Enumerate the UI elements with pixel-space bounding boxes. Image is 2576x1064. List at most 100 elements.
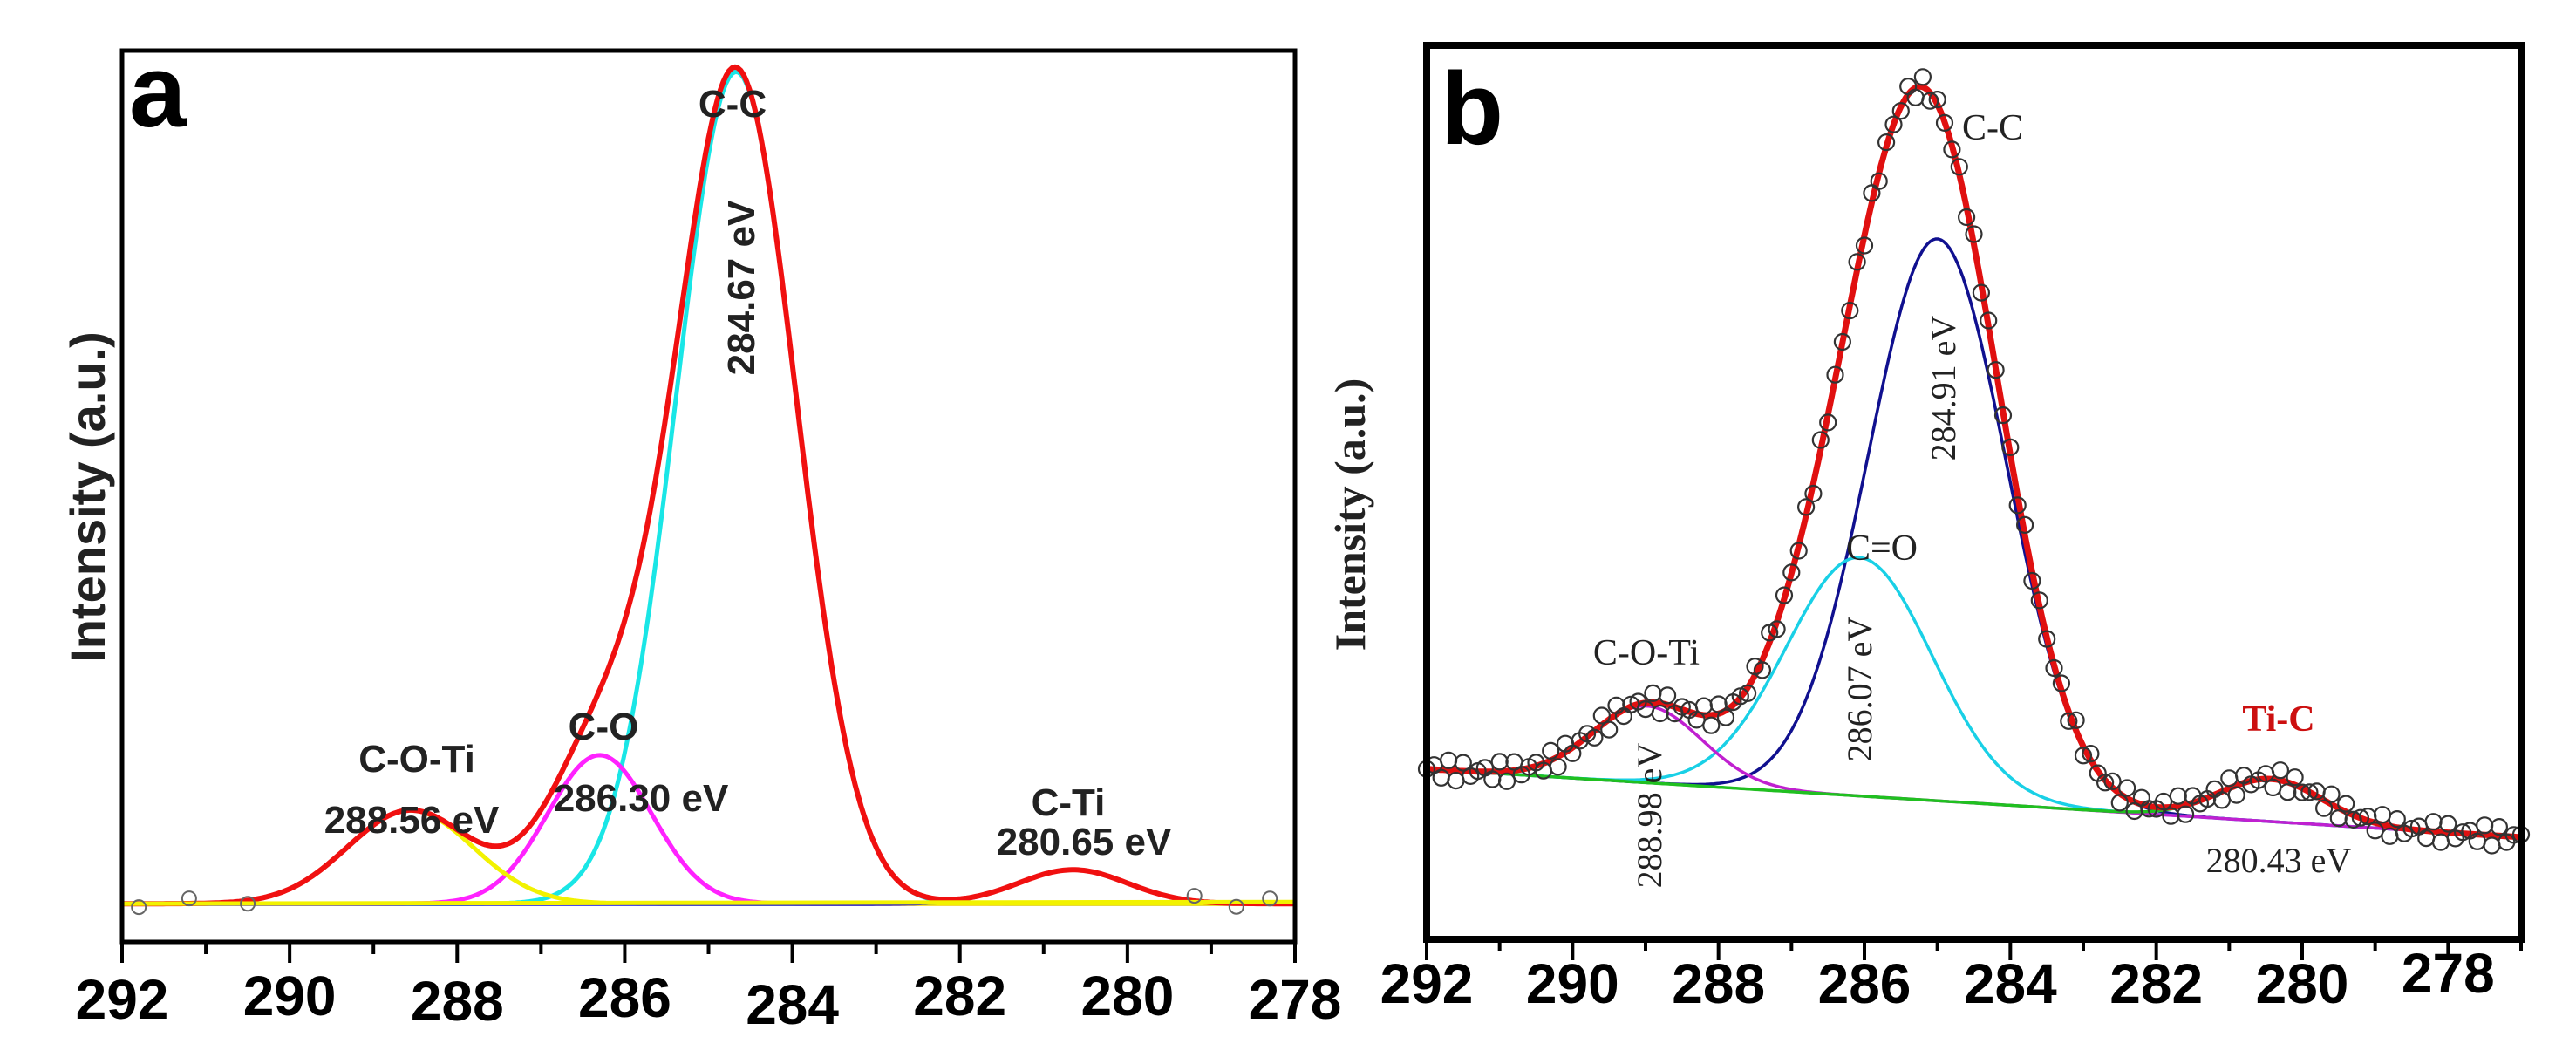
b-data-point [2008, 496, 2027, 515]
b-data-point [2279, 783, 2297, 801]
peak-energy-c-o-ti: 288.56 eV [324, 799, 500, 842]
b-data-point [1811, 431, 1830, 449]
a-data-point [181, 890, 197, 907]
b-data-point [2300, 783, 2319, 801]
panel-a-y-axis-label: Intensity (a.u.) [60, 331, 115, 663]
b-data-point [1768, 620, 1786, 638]
b-data-point [1600, 720, 1619, 739]
b-data-point [2038, 630, 2056, 648]
b-tick-label: 288 [1672, 952, 1765, 1015]
peak-energy-b-c-o-ti: 288.98 eV [1630, 743, 1669, 889]
b-data-point [1775, 586, 1794, 604]
panel-b-raw-data-markers [1417, 68, 2531, 855]
a-tick-label: 284 [746, 973, 839, 1036]
b-data-point [2388, 809, 2406, 829]
b-curve-c-c [1426, 237, 2522, 839]
b-data-point [2424, 813, 2443, 831]
peak-energy-c-c: 284.67 eV [720, 200, 763, 375]
b-data-point [2082, 744, 2100, 763]
b-tick-label: 280 [2256, 952, 2349, 1015]
b-data-point [2490, 817, 2508, 836]
b-data-point [2271, 761, 2289, 780]
panel-b-plot-frame [1423, 42, 2525, 943]
a-tick-label: 288 [411, 970, 504, 1033]
panel-b-label: b [1441, 51, 1503, 167]
b-data-point [2140, 800, 2158, 818]
b-data-point [2045, 658, 2063, 678]
b-data-point [1841, 302, 1859, 320]
b-data-point [1913, 68, 1932, 86]
b-data-point [2431, 833, 2450, 851]
panel-b-x-tick-labels: 292 290 288 286 284 282 280 278 [1380, 942, 2495, 1015]
a-tick-label: 292 [76, 968, 169, 1031]
b-tick-label: 282 [2109, 952, 2203, 1015]
b-data-point [2293, 783, 2312, 801]
b-data-point [2439, 815, 2457, 833]
b-data-point [2177, 805, 2195, 823]
b-data-point [1884, 115, 1903, 133]
b-data-point [2373, 806, 2392, 824]
b-data-point [1585, 728, 1604, 747]
a-data-point [1262, 890, 1278, 907]
peak-energy-c-o: 286.30 eV [554, 777, 729, 820]
b-data-point [1592, 706, 1611, 725]
b-data-point [2402, 819, 2421, 838]
b-data-point [2169, 787, 2187, 805]
a-data-point [240, 896, 256, 912]
b-tick-label: 278 [2402, 942, 2495, 1005]
b-data-point [1943, 140, 1961, 159]
b-data-point [2060, 712, 2078, 730]
b-curve-fit [1426, 83, 2522, 841]
b-data-point [2001, 438, 2020, 457]
a-tick-label: 290 [243, 965, 337, 1027]
b-data-point [1694, 697, 1714, 715]
b-data-point [1716, 708, 1735, 726]
b-tick-label: 284 [1964, 952, 2057, 1015]
b-data-point [1447, 771, 1465, 790]
peak-label-b-ti-c: Ti-C [2242, 699, 2314, 740]
b-data-point [2329, 808, 2348, 828]
panel-b-curves [1426, 83, 2522, 841]
b-data-point [2074, 747, 2093, 765]
b-data-point [1855, 236, 1874, 255]
b-data-point [1738, 684, 1757, 703]
panel-a-x-ticks [120, 942, 1297, 963]
peak-energy-b-c-eq-o: 286.07 eV [1840, 617, 1879, 762]
b-data-point [1789, 542, 1808, 560]
panel-a-data-markers [131, 888, 1278, 916]
b-data-point [1819, 413, 1837, 432]
b-data-point [2322, 785, 2341, 803]
a-tick-label: 282 [913, 965, 1006, 1027]
b-data-point [1928, 90, 1946, 109]
b-data-point [2030, 591, 2048, 610]
b-data-point [2286, 768, 2304, 787]
peak-label-b-c-o-ti: C-O-Ti [1593, 633, 1700, 673]
b-data-point [2023, 571, 2041, 590]
a-tick-label: 278 [1249, 968, 1342, 1031]
a-data-point [1228, 898, 1244, 915]
b-data-point [2118, 779, 2136, 797]
b-data-point [1906, 88, 1925, 106]
peak-label-b-c-c: C-C [1962, 108, 2023, 148]
panel-b-y-axis-label: Intensity (a.u.) [1325, 379, 1374, 651]
a-data-point [131, 899, 147, 916]
panel-a-label: a [129, 34, 187, 149]
a-tick-label: 286 [578, 966, 671, 1029]
b-data-point [1877, 133, 1896, 152]
b-data-point [1549, 758, 1567, 776]
b-data-point [1490, 753, 1509, 771]
b-data-point [1454, 754, 1472, 772]
panel-a-x-tick-labels: 292 290 288 286 284 282 280 278 [76, 965, 1342, 1036]
b-data-point [1987, 361, 2005, 379]
b-data-point [1935, 113, 1954, 132]
b-data-point [1950, 158, 1968, 176]
b-data-point [2227, 786, 2245, 804]
b-data-point [2103, 772, 2122, 791]
a-baseline [121, 899, 1296, 906]
b-data-point [2337, 795, 2355, 813]
b-data-point [1965, 225, 1983, 243]
peak-label-c-o-ti: C-O-Ti [358, 738, 475, 781]
a-curve-envelope [122, 64, 1295, 907]
panel-a-curves [121, 64, 1296, 907]
